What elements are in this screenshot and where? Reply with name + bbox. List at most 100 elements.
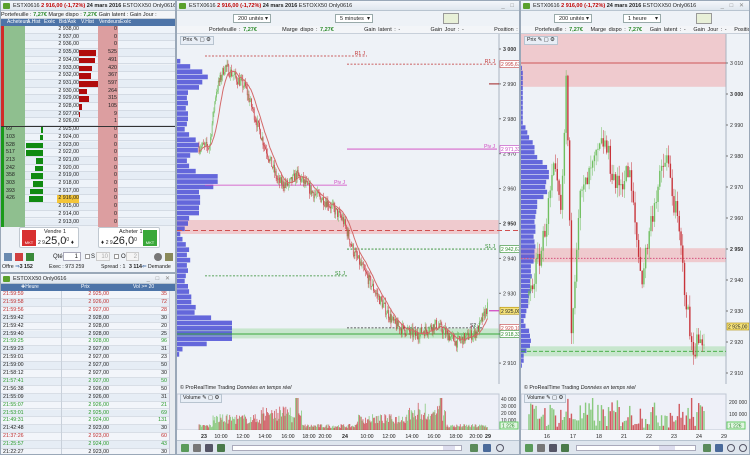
qty-input[interactable]: 1 xyxy=(63,252,81,261)
bid-qty[interactable] xyxy=(4,64,25,73)
units-dropdown[interactable]: 200 unités xyxy=(554,14,592,23)
indicator-icon[interactable] xyxy=(561,444,569,452)
timeframe-dropdown[interactable]: 5 minutes xyxy=(335,14,373,23)
trade-row[interactable]: 21:42:48 2 923,00 30 xyxy=(1,425,169,434)
units-dropdown[interactable]: 200 unités xyxy=(233,14,271,23)
order-book-row[interactable]: 69 0 2 925,00 xyxy=(1,126,175,135)
order-book-row[interactable]: 0 2 938,00 xyxy=(1,26,175,34)
ask-qty[interactable]: 420 xyxy=(98,64,118,73)
price-level[interactable]: 2 938,00 xyxy=(58,26,79,32)
trade-row[interactable]: 21:49:31 2 924,00 131 xyxy=(1,417,169,426)
ask-qty[interactable]: 315 xyxy=(98,95,118,104)
s-checkbox[interactable] xyxy=(85,254,90,259)
chart-hourly-titlebar[interactable]: ESTX0616 2 916,00 (-1,72%) 24 mars 2016 … xyxy=(521,1,749,11)
price-level[interactable]: 2 932,00 xyxy=(58,72,79,79)
bid-qty[interactable] xyxy=(4,95,25,104)
o-checkbox[interactable] xyxy=(114,254,119,259)
buy-button[interactable]: Acheter 1 ♦ 2 926,00 MKT xyxy=(98,227,160,248)
bid-qty[interactable]: 358 xyxy=(4,172,25,181)
bid-qty[interactable] xyxy=(4,56,25,65)
stars-icon[interactable] xyxy=(15,253,23,261)
price-level[interactable]: 2 916,00 xyxy=(57,195,79,204)
trade-row[interactable]: 21:59:42 2 928,00 30 xyxy=(1,314,169,323)
book-icon[interactable] xyxy=(26,253,34,261)
grid-icon[interactable] xyxy=(205,444,213,452)
zoom-fit-icon[interactable] xyxy=(715,444,723,452)
col-prix[interactable]: Prix xyxy=(81,284,90,290)
trade-row[interactable]: 21:55:09 2 926,00 31 xyxy=(1,393,169,402)
order-book-row[interactable]: 517 0 2 922,00 xyxy=(1,149,175,158)
bid-qty[interactable] xyxy=(4,26,25,34)
order-book-row[interactable]: 1 2 926,00 xyxy=(1,118,175,127)
settings-icon[interactable] xyxy=(537,444,545,452)
draw-icon[interactable] xyxy=(703,444,711,452)
bid-qty[interactable]: 517 xyxy=(4,149,25,158)
trade-row[interactable]: 21:58:12 2 927,00 30 xyxy=(1,370,169,378)
ask-qty[interactable]: 597 xyxy=(98,79,118,88)
trade-row[interactable]: 21:59:01 2 927,00 23 xyxy=(1,354,169,363)
col-bid-ask[interactable]: Bid/Ask xyxy=(59,19,76,25)
bid-qty[interactable] xyxy=(4,203,25,212)
refresh-icon[interactable] xyxy=(525,444,533,452)
trade-row[interactable]: 21:37:26 2 923,00 60 xyxy=(1,433,169,442)
order-book-row[interactable]: 491 2 934,00 xyxy=(1,56,175,65)
ask-qty[interactable]: 0 xyxy=(98,133,118,142)
ask-qty[interactable]: 491 xyxy=(98,56,118,65)
chart-hourly-canvas[interactable]: 3 020 3 010 3 000 2 990 2 980 2 970 2 960 2 950… xyxy=(521,34,750,442)
settings-icon[interactable] xyxy=(193,444,201,452)
order-book-row[interactable]: 0 2 937,00 xyxy=(1,33,175,42)
price-level[interactable]: 2 914,00 xyxy=(58,210,79,217)
col-exec-buy[interactable]: Exéc xyxy=(44,19,56,25)
ask-qty[interactable]: 0 xyxy=(98,141,118,150)
bid-qty[interactable] xyxy=(4,118,25,127)
order-book-row[interactable]: 0 2 913,00 xyxy=(1,218,175,227)
col-v-hist[interactable]: V.Hist xyxy=(81,19,94,25)
draw-icon[interactable] xyxy=(470,444,478,452)
ask-qty[interactable]: 0 xyxy=(98,195,118,204)
ladder-icon[interactable] xyxy=(4,253,12,261)
order-book-row[interactable]: 367 2 932,00 xyxy=(1,72,175,81)
zoom-out-icon[interactable] xyxy=(727,444,735,452)
ask-qty[interactable]: 0 xyxy=(98,126,118,135)
trade-row[interactable]: 21:57:41 2 927,00 50 xyxy=(1,377,169,386)
order-book-row[interactable]: 213 0 2 921,00 xyxy=(1,156,175,165)
price-level[interactable]: 2 928,00 xyxy=(58,103,79,109)
ask-qty[interactable]: 0 xyxy=(98,33,118,42)
price-level[interactable]: 2 918,00 xyxy=(58,180,79,186)
order-book-row[interactable]: 103 0 2 924,00 xyxy=(1,133,175,142)
ask-qty[interactable]: 105 xyxy=(98,103,118,111)
col-acheteurs[interactable]: Acheteurs xyxy=(7,19,30,25)
indicator-icon[interactable] xyxy=(217,444,225,452)
trade-row[interactable]: 21:59:58 2 926,00 72 xyxy=(1,298,169,307)
order-book-row[interactable]: 525 2 935,00 xyxy=(1,49,175,58)
order-book-row[interactable]: 315 2 929,00 xyxy=(1,95,175,104)
window-controls[interactable]: _ □ ✕ xyxy=(146,276,172,282)
s-input[interactable]: 10 xyxy=(96,252,110,261)
zoom-out-icon[interactable] xyxy=(496,444,504,452)
window-controls[interactable]: _ □ xyxy=(501,3,516,9)
bid-qty[interactable] xyxy=(4,87,25,96)
order-book-row[interactable]: 0 2 914,00 xyxy=(1,210,175,219)
price-level[interactable]: 2 913,00 xyxy=(58,218,79,225)
bid-qty[interactable]: 69 xyxy=(4,126,25,135)
trade-row[interactable]: 21:25:57 2 924,00 43 xyxy=(1,441,169,449)
grid-icon[interactable] xyxy=(549,444,557,452)
order-book-row[interactable]: 0 2 915,00 xyxy=(1,203,175,212)
ask-qty[interactable]: 0 xyxy=(98,41,118,50)
order-book-row[interactable]: 105 2 928,00 xyxy=(1,103,175,111)
order-book-row[interactable]: 528 0 2 923,00 xyxy=(1,141,175,150)
bid-qty[interactable] xyxy=(4,41,25,50)
price-level[interactable]: 2 925,00 xyxy=(58,126,79,133)
bid-qty[interactable] xyxy=(4,103,25,111)
o-input[interactable]: 2 xyxy=(126,252,139,261)
ask-qty[interactable]: 0 xyxy=(98,156,118,165)
trade-row[interactable]: 21:59:40 2 928,00 25 xyxy=(1,330,169,339)
col-exec-sell[interactable]: Exéc xyxy=(120,19,132,25)
bid-qty[interactable] xyxy=(4,49,25,58)
ask-qty[interactable]: 9 xyxy=(98,110,118,119)
order-book-row[interactable]: 242 0 2 920,00 xyxy=(1,164,175,173)
bid-qty[interactable]: 103 xyxy=(4,133,25,142)
chart-type-icon[interactable] xyxy=(443,13,459,24)
export-icon[interactable] xyxy=(165,253,173,261)
price-level[interactable]: 2 931,00 xyxy=(58,79,79,86)
